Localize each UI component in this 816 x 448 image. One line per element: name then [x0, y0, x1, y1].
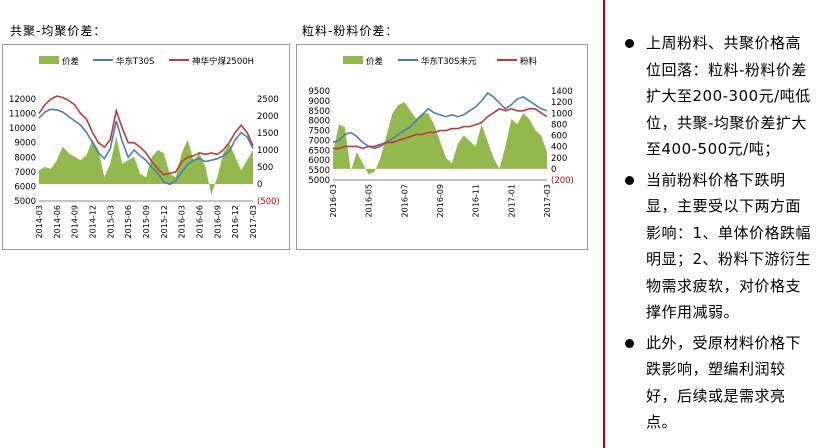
y-right-tick-label: 1200 — [551, 98, 573, 108]
red-divider — [603, 0, 605, 448]
y-left-tick-label: 6000 — [14, 182, 36, 192]
x-tick-label: 2014-03 — [35, 205, 44, 238]
y-left-tick-label: 7000 — [308, 136, 330, 146]
y-right-tick-label: 1000 — [257, 146, 279, 156]
legend-label: 粉料 — [520, 56, 538, 67]
y-left-tick-label: 5000 — [14, 197, 36, 207]
x-tick-label: 2016-06 — [196, 205, 205, 238]
commentary-item: 上周粉料、共聚价格高位回落：粒料-粉料价差扩大至200-300元/吨低位，共聚-… — [622, 30, 812, 163]
chart1-svg: 价差 华东T30S 神华宁煤2500H12000110001000090008000… — [9, 56, 280, 238]
y-right-tick-label: 500 — [257, 163, 273, 173]
y-left-tick-label: 7500 — [308, 127, 330, 137]
y-left-tick-label: 11000 — [9, 110, 36, 120]
legend-label: 华东T30S未元 — [421, 56, 477, 67]
spread-area — [39, 136, 253, 195]
y-right-tick-label: 200 — [551, 154, 567, 164]
y-right-tick-label: 0 — [551, 165, 556, 175]
x-tick-label: 2015-03 — [106, 205, 115, 238]
x-tick-label: 2014-06 — [53, 205, 62, 238]
commentary-text: 此外，受原材料价格下跌影响，塑编利润较好，后续或是需求亮点。 — [646, 333, 802, 432]
y-left-tick-label: 6000 — [308, 156, 330, 166]
y-left-tick-label: 12000 — [9, 95, 36, 105]
y-left-tick-label: 7000 — [14, 168, 36, 178]
y-left-tick-label: 8000 — [14, 153, 36, 163]
x-tick-label: 2015-09 — [142, 205, 151, 238]
commentary-text: 上周粉料、共聚价格高位回落：粒料-粉料价差扩大至200-300元/吨低位，共聚-… — [646, 34, 811, 158]
y-right-tick-label: (200) — [551, 176, 574, 186]
y-left-tick-label: 5500 — [308, 166, 330, 176]
y-right-tick-label: 1000 — [551, 109, 573, 119]
y-right-tick-label: 600 — [551, 132, 567, 142]
x-tick-label: 2016-03 — [178, 205, 187, 238]
chart2-title: 粒料-粉料价差： — [302, 24, 399, 38]
y-left-tick-label: 5000 — [308, 176, 330, 186]
x-tick-label: 2015-06 — [124, 205, 133, 238]
x-tick-label: 2016-05 — [365, 184, 374, 217]
commentary-list: 上周粉料、共聚价格高位回落：粒料-粉料价差扩大至200-300元/吨低位，共聚-… — [622, 30, 812, 440]
commentary-item: 此外，受原材料价格下跌影响，塑编利润较好，后续或是需求亮点。 — [622, 330, 812, 436]
legend-label: 华东T30S — [116, 56, 154, 67]
x-tick-label: 2014-09 — [71, 205, 80, 238]
x-tick-label: 2014-12 — [89, 205, 98, 238]
legend-label: 神华宁煤2500H — [192, 56, 254, 67]
y-right-tick-label: 800 — [551, 120, 567, 130]
x-tick-label: 2017-03 — [543, 184, 552, 217]
x-tick-label: 2016-09 — [213, 205, 222, 238]
chart1-panel: 价差 华东T30S 神华宁煤2500H 12000 11000 10000 9000 8000… — [2, 44, 290, 250]
x-tick-label: 2016-11 — [472, 184, 481, 217]
y-right-tick-label: 0 — [257, 180, 262, 190]
y-right-tick-label: (500) — [257, 197, 280, 207]
legend-label: 价差 — [62, 56, 79, 67]
chart1-title: 共聚-均聚价差： — [10, 24, 107, 38]
y-left-tick-label: 9000 — [308, 97, 330, 107]
series2-line — [333, 107, 548, 150]
y-left-tick-label: 10000 — [9, 124, 36, 134]
y-right-tick-label: 1400 — [551, 87, 573, 97]
x-tick-label: 2017-03 — [249, 205, 258, 238]
y-left-tick-label: 9500 — [308, 87, 330, 97]
y-left-tick-label: 8500 — [308, 107, 330, 117]
x-tick-label: 2017-01 — [507, 184, 516, 217]
x-tick-label: 2016-09 — [436, 184, 445, 217]
y-right-tick-label: 400 — [551, 143, 567, 153]
y-right-tick-label: 2000 — [257, 112, 279, 122]
y-left-tick-label: 8000 — [308, 117, 330, 127]
spread-area — [333, 102, 547, 175]
bullet-icon — [625, 175, 634, 185]
legend-label: 价差 — [366, 56, 383, 67]
y-left-tick-label: 6500 — [308, 146, 330, 156]
bullet-icon — [625, 338, 634, 348]
chart2-svg: 价差 华东T30S未元 粉料9500900085008000750070006500… — [308, 56, 574, 217]
legend-spread-swatch — [343, 56, 363, 64]
x-tick-label: 2016-07 — [400, 184, 409, 217]
bullet-icon — [625, 39, 634, 48]
x-tick-label: 2016-03 — [329, 184, 338, 217]
y-left-tick-label: 9000 — [14, 139, 36, 149]
commentary-text: 当前粉料价格下跌明显，主要受以下两方面影响：1、单体价格跌幅明显；2、粉料下游衍… — [646, 170, 812, 322]
x-tick-label: 2015-12 — [160, 205, 169, 238]
chart2-panel: 价差 华东T30S未元 粉料 9500 9000 8500 8000 7500 7000 6500… — [296, 44, 588, 250]
commentary-item: 当前粉料价格下跌明显，主要受以下两方面影响：1、单体价格跌幅明显；2、粉料下游衍… — [622, 167, 812, 326]
y-right-tick-label: 2500 — [257, 95, 279, 105]
x-tick-label: 2016-12 — [231, 205, 240, 238]
series1-line — [38, 108, 254, 186]
legend-spread-swatch — [39, 56, 59, 64]
y-right-tick-label: 1500 — [257, 129, 279, 139]
series2-line — [38, 95, 254, 176]
